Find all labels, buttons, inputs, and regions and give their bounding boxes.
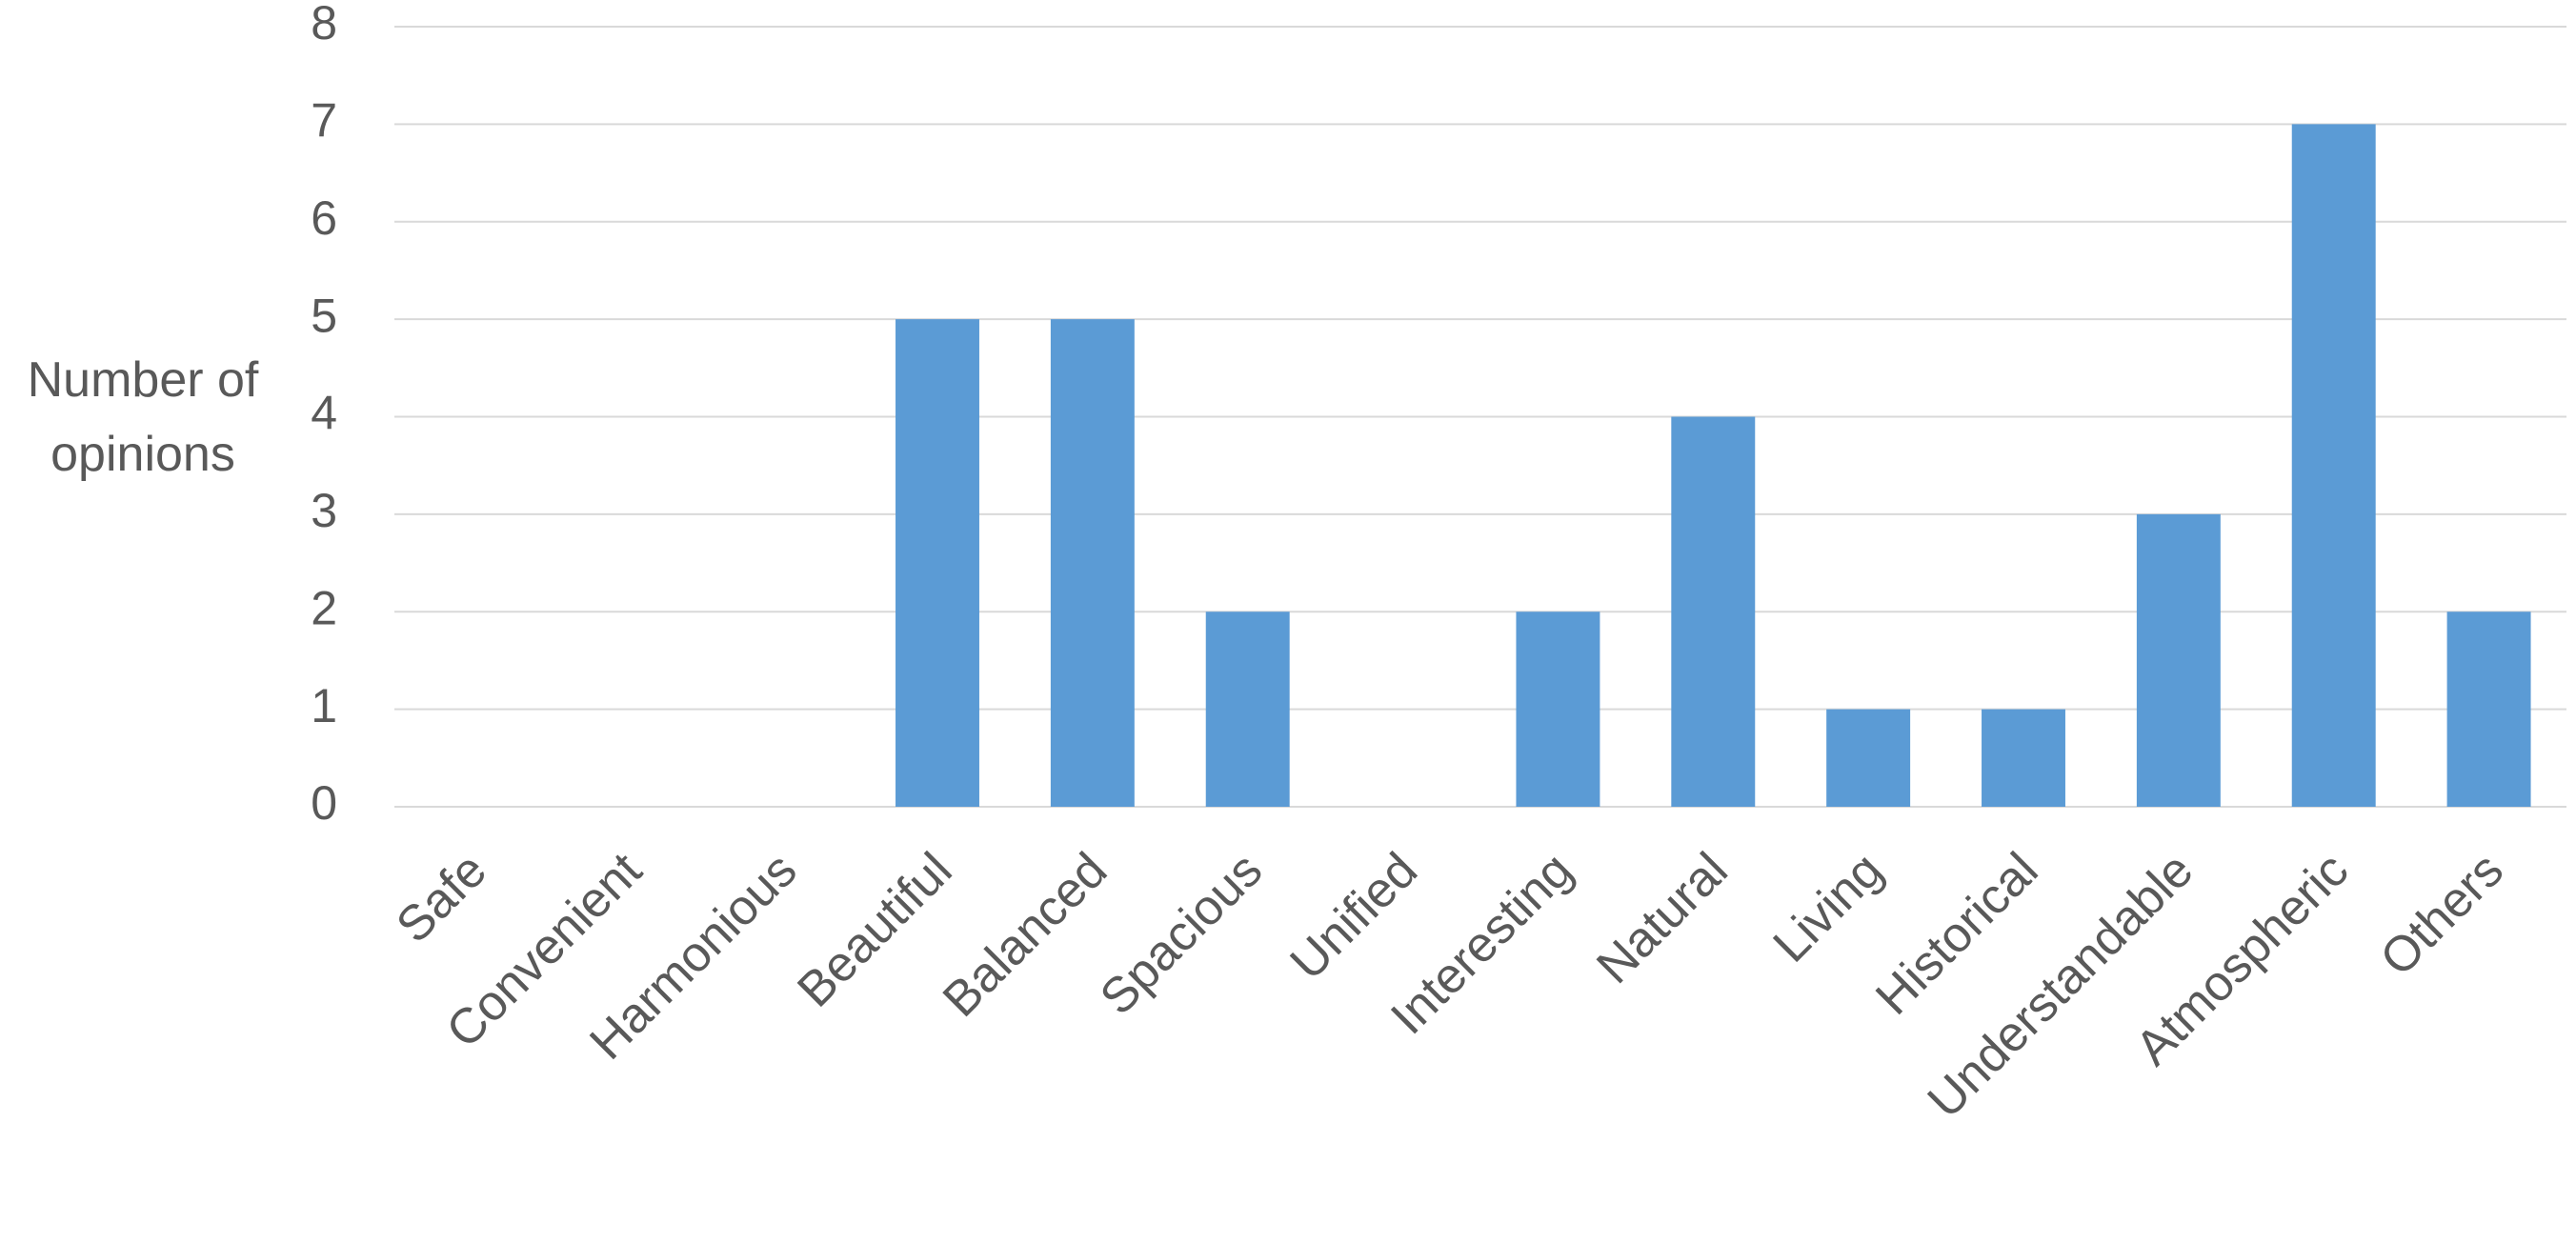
y-tick-label: 0 xyxy=(311,776,337,830)
bar xyxy=(1205,611,1290,807)
bar xyxy=(1982,709,2065,807)
y-tick-label: 4 xyxy=(311,387,337,440)
x-tick-label: Spacious xyxy=(1090,842,1273,1025)
y-tick-label: 5 xyxy=(311,289,337,342)
x-tick-label: Balanced xyxy=(933,842,1117,1027)
y-tick-label: 3 xyxy=(311,484,337,537)
bar xyxy=(2136,513,2221,807)
x-tick-label: Natural xyxy=(1586,842,1739,994)
bar xyxy=(896,319,979,807)
bar xyxy=(1671,416,1756,807)
bar xyxy=(1516,611,1600,807)
bar xyxy=(1050,319,1135,807)
y-tick-label: 8 xyxy=(311,0,337,50)
y-tick-label: 1 xyxy=(311,679,337,732)
y-axis-label: Number of opinions xyxy=(27,352,259,482)
y-tick-label: 6 xyxy=(311,191,337,245)
x-tick-label: Unified xyxy=(1280,842,1428,990)
x-tick-label: Understandable xyxy=(1918,842,2204,1129)
x-tick-label: Safe xyxy=(386,842,497,953)
x-tick-label: Others xyxy=(2370,842,2514,986)
bar xyxy=(1826,709,1911,807)
bar xyxy=(2446,611,2531,807)
y-tick-label: 7 xyxy=(311,94,337,148)
bar xyxy=(2291,124,2376,807)
x-tick-label: Living xyxy=(1763,842,1894,972)
y-tick-label: 2 xyxy=(311,581,337,634)
